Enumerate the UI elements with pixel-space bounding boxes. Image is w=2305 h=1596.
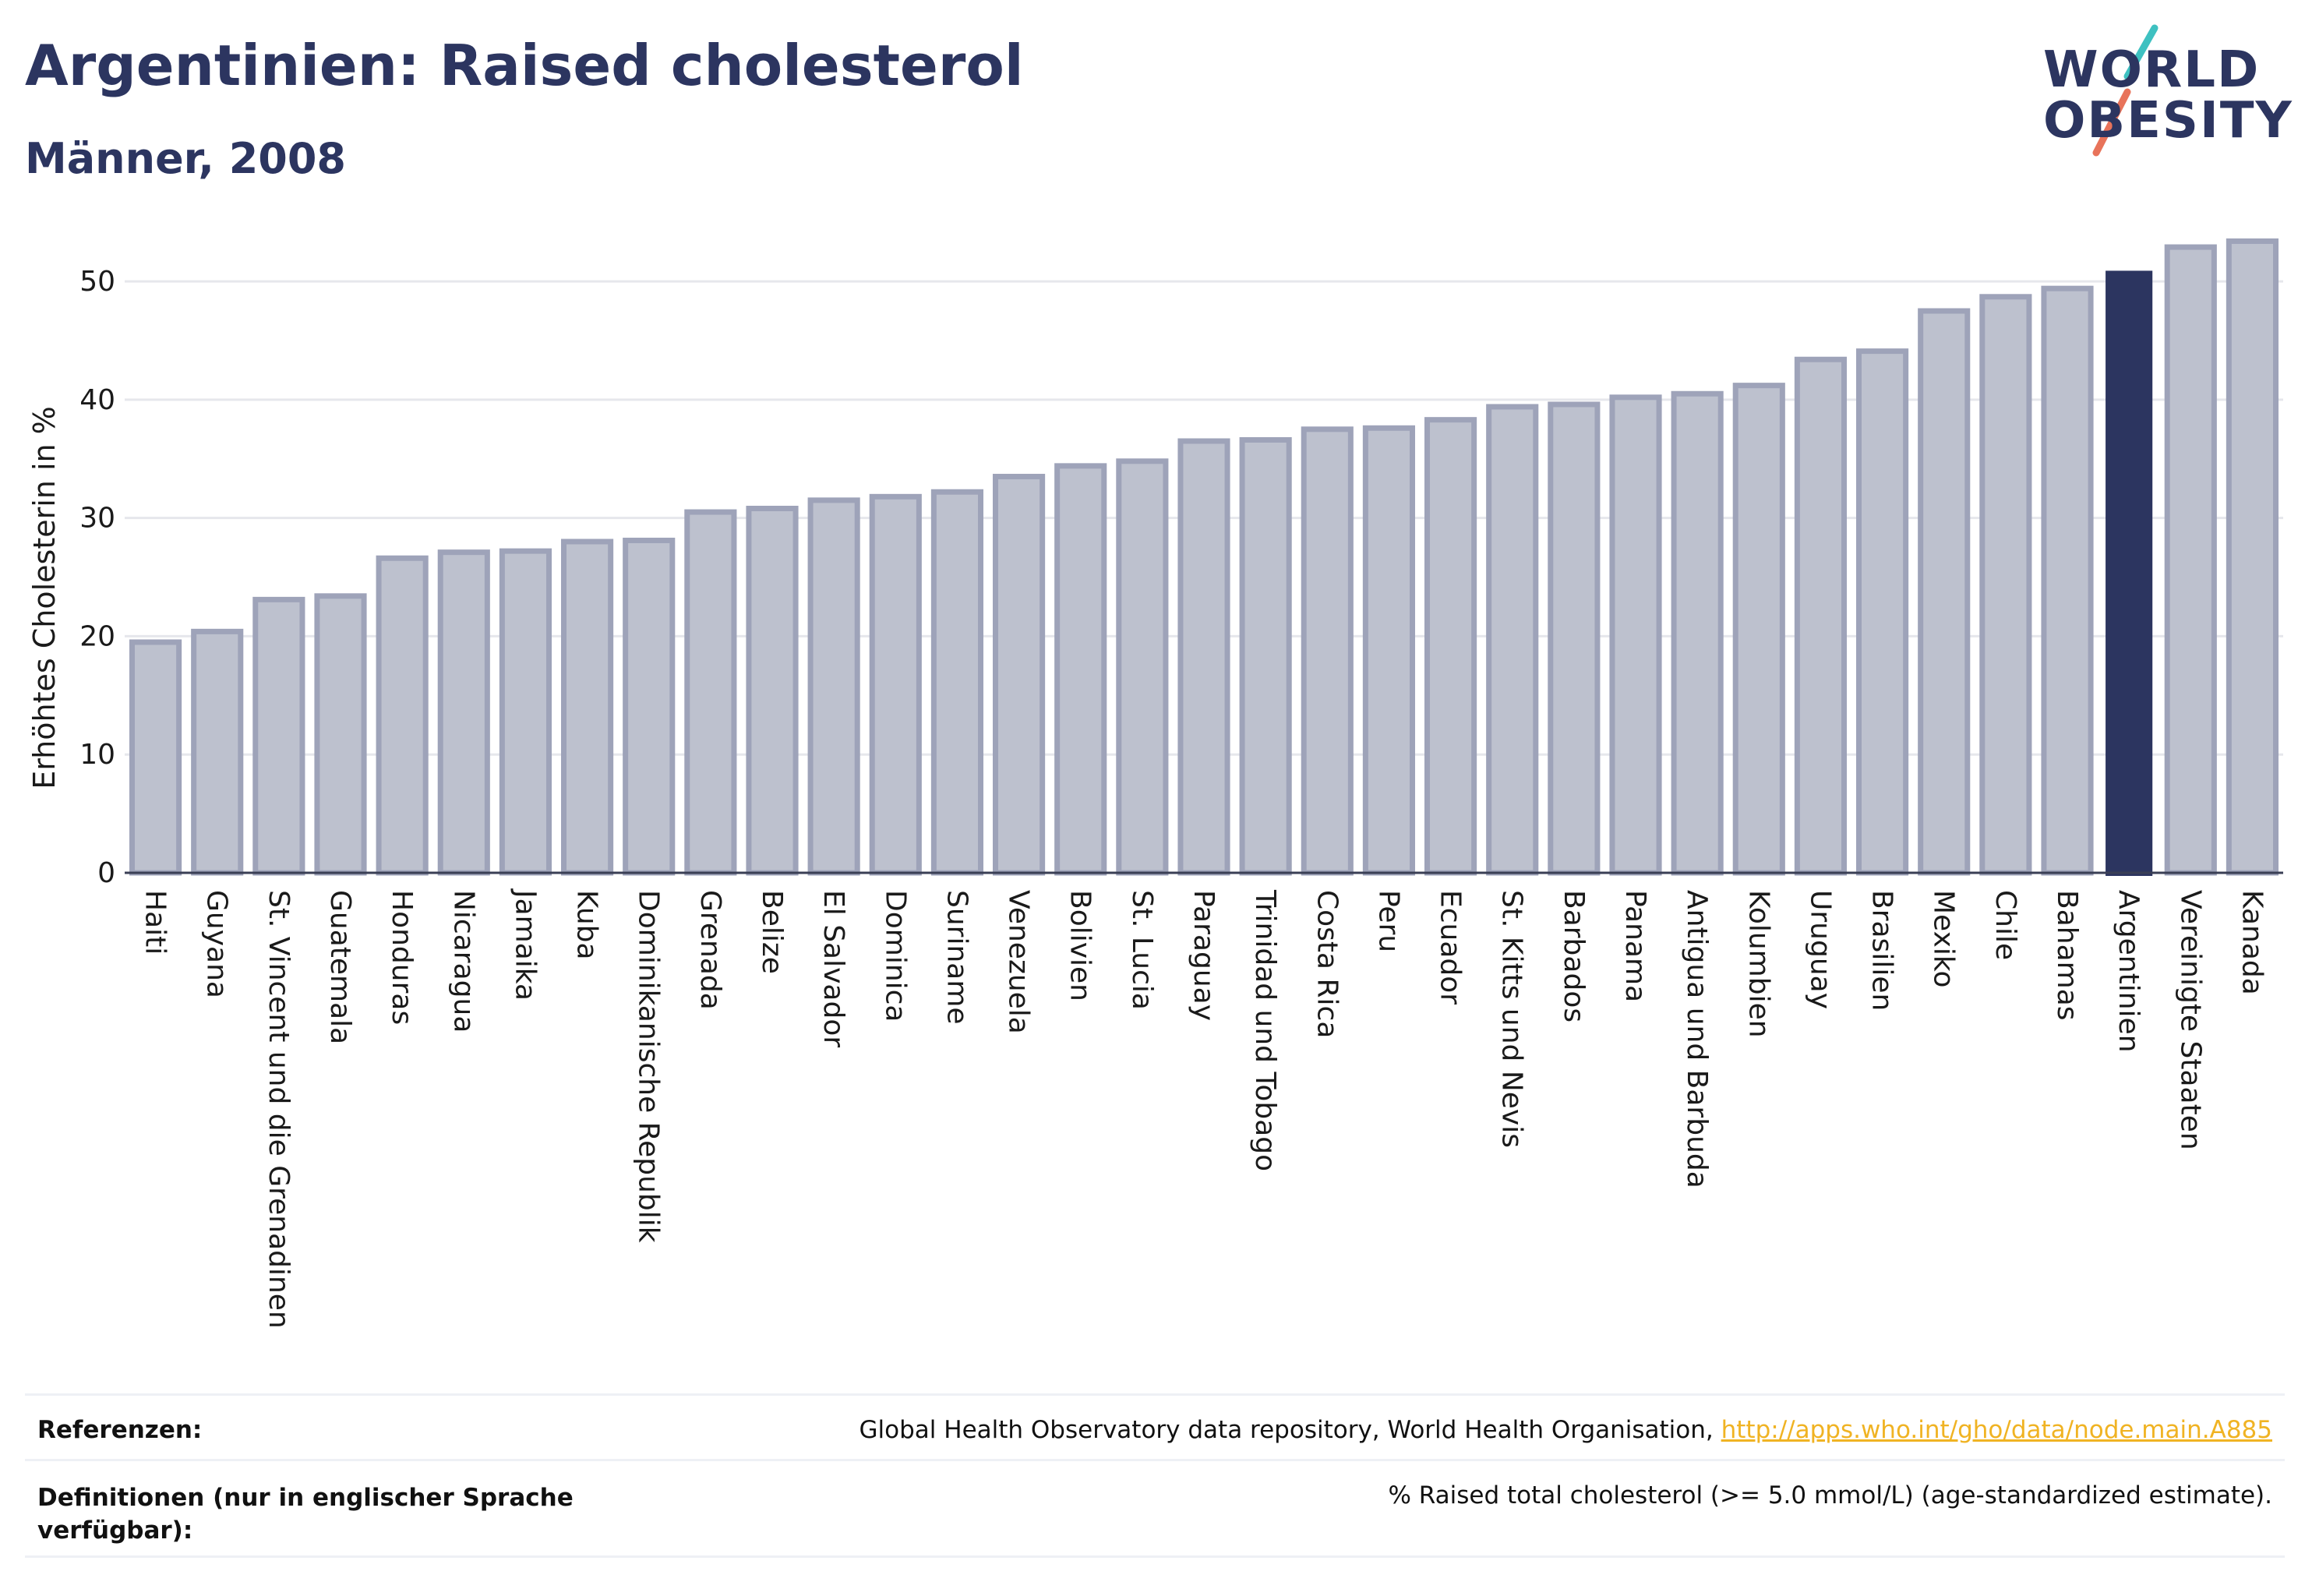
x-tick-label: Mexiko [1928, 890, 1960, 987]
x-tick-label: Paraguay [1188, 890, 1220, 1021]
bar-mexiko[interactable] [1918, 308, 1971, 876]
bar-barbados[interactable] [1548, 401, 1601, 876]
x-tick-label: Barbados [1558, 890, 1590, 1022]
x-tick-label: Bahamas [2051, 890, 2083, 1021]
bar-argentinien[interactable] [2106, 270, 2153, 876]
bar-guyana[interactable] [191, 628, 244, 876]
references-text: Global Health Observatory data repositor… [859, 1416, 1721, 1444]
bar-trinidad-und-tobago[interactable] [1239, 436, 1292, 876]
y-tick-label: 50 [79, 266, 115, 298]
x-tick-label: Chile [1989, 890, 2021, 960]
bar-ecuador[interactable] [1424, 417, 1477, 876]
y-tick-label: 10 [79, 739, 115, 771]
bar-haiti[interactable] [129, 639, 182, 876]
bar-st-lucia[interactable] [1116, 458, 1169, 876]
bar-bolivien[interactable] [1054, 463, 1107, 876]
definitions-label-line1: Definitionen (nur in englischer Sprache [37, 1484, 574, 1512]
x-tick-label: Guyana [201, 890, 233, 998]
bar-uruguay[interactable] [1794, 356, 1848, 876]
bar-honduras[interactable] [376, 555, 429, 876]
references-value: Global Health Observatory data repositor… [860, 1416, 2272, 1444]
bar-nicaragua[interactable] [437, 549, 490, 876]
bar-panama[interactable] [1609, 394, 1662, 876]
bar-el-salvador[interactable] [807, 497, 860, 876]
bar-suriname[interactable] [930, 489, 984, 876]
x-tick-label: Ecuador [1435, 890, 1467, 1005]
x-tick-label: Honduras [386, 890, 418, 1025]
y-tick-label: 20 [79, 620, 115, 652]
footer-definitions-row: Definitionen (nur in englischer Sprache v… [25, 1459, 2285, 1558]
x-tick-label: St. Kitts und Nevis [1496, 890, 1528, 1148]
x-tick-label: Belize [756, 890, 788, 974]
x-tick-label: St. Vincent und die Grenadinen [263, 890, 295, 1329]
x-tick-label: Dominikanische Republik [633, 890, 665, 1243]
x-tick-label: Bolivien [1064, 890, 1096, 1001]
bar-grenada[interactable] [684, 509, 737, 876]
references-link[interactable]: http://apps.who.int/gho/data/node.main.A… [1721, 1416, 2272, 1444]
x-tick-label: Uruguay [1804, 890, 1836, 1009]
y-axis-label: Erhöhtes Cholesterin in % [27, 406, 62, 789]
x-tick-label: Dominica [879, 890, 911, 1022]
x-tick-label: Kuba [571, 890, 603, 960]
logo-slash-icon [2092, 24, 2159, 157]
x-tick-label: Grenada [694, 890, 726, 1010]
axis-layer: 0 10 20 30 40 50 Haiti Guyana St. Vincent und di… [79, 266, 2283, 1329]
bar-jamaika[interactable] [499, 548, 552, 876]
bar-paraguay[interactable] [1177, 438, 1230, 876]
x-tick-label: Kolumbien [1742, 890, 1774, 1038]
x-tick-label: Haiti [139, 890, 171, 955]
bar-kolumbien[interactable] [1732, 383, 1785, 876]
chart-canvas: 0 10 20 30 40 50 Haiti Guyana St. Vincent und di… [27, 238, 2283, 1329]
chart-subtitle: Männer, 2008 [25, 134, 346, 183]
bar-chart: 0 10 20 30 40 50 Haiti Guyana St. Vincent und di… [0, 195, 2305, 1379]
bar-vereinigte-staaten[interactable] [2164, 244, 2217, 876]
x-tick-label: Kanada [2236, 890, 2268, 995]
bar-venezuela[interactable] [992, 474, 1046, 876]
x-tick-label: Costa Rica [1311, 890, 1343, 1038]
logo-word-world: WORLD [2043, 41, 2261, 99]
y-tick-label: 0 [97, 857, 115, 889]
x-tick-label: Antigua und Barbuda [1681, 890, 1713, 1188]
bar-guatemala[interactable] [314, 593, 367, 876]
bar-antigua-und-barbuda[interactable] [1671, 390, 1724, 876]
bar-brasilien[interactable] [1855, 348, 1909, 876]
bar-layer [129, 238, 2279, 876]
x-tick-label: El Salvador [817, 890, 849, 1047]
bar-belize[interactable] [746, 506, 799, 876]
bar-kanada[interactable] [2226, 238, 2279, 876]
x-tick-label: Venezuela [1003, 890, 1035, 1034]
x-tick-label: Peru [1372, 890, 1404, 952]
y-tick-label: 40 [79, 384, 115, 416]
bar-st-kitts-und-nevis[interactable] [1486, 404, 1539, 876]
x-tick-label: Suriname [941, 890, 972, 1025]
definitions-value: % Raised total cholesterol (>= 5.0 mmol/… [1388, 1481, 2272, 1509]
chart-title: Argentinien: Raised cholesterol [25, 33, 1024, 98]
x-tick-label: St. Lucia [1126, 890, 1158, 1010]
x-tick-label: Brasilien [1866, 890, 1898, 1011]
definitions-label: Definitionen (nur in englischer Sprache v… [37, 1481, 574, 1547]
x-tick-label: Jamaika [509, 888, 541, 1001]
bar-st-vincent-und-die-grenadinen[interactable] [252, 596, 305, 876]
bar-peru[interactable] [1362, 425, 1416, 876]
bar-dominikanische-republik[interactable] [623, 537, 676, 876]
references-label: Referenzen: [37, 1416, 203, 1444]
bar-dominica[interactable] [869, 493, 922, 876]
bar-costa-rica[interactable] [1301, 426, 1354, 876]
footer-bottom-divider [25, 1555, 2285, 1558]
definitions-label-line2: verfügbar): [37, 1517, 193, 1545]
x-tick-label: Vereinigte Staaten [2174, 890, 2206, 1150]
footer-references-row: Referenzen: Global Health Observatory da… [25, 1393, 2285, 1461]
bar-bahamas[interactable] [2041, 285, 2094, 876]
bar-kuba[interactable] [560, 538, 614, 876]
x-tick-label: Guatemala [324, 890, 356, 1044]
logo-word-obesity: OBESITY [2043, 92, 2293, 150]
bar-chile[interactable] [1979, 294, 2032, 876]
world-obesity-logo: WORLD OBESITY [2026, 22, 2293, 162]
y-tick-label: 30 [79, 503, 115, 535]
x-tick-label: Trinidad und Tobago [1249, 889, 1281, 1171]
x-tick-label: Nicaragua [447, 890, 479, 1033]
x-tick-label: Panama [1619, 890, 1651, 1002]
x-tick-label: Argentinien [2113, 890, 2144, 1053]
